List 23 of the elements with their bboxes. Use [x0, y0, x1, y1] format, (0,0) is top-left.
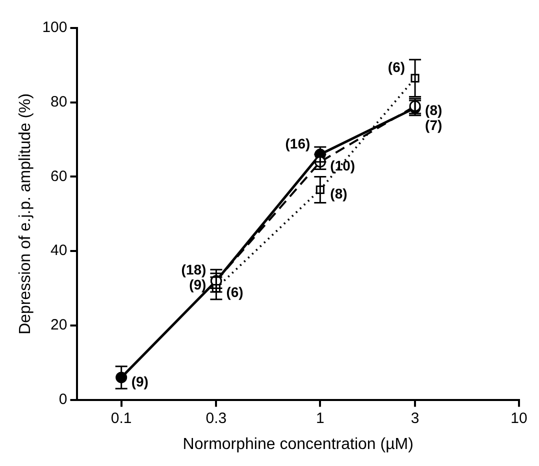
annotation: (8): [425, 102, 442, 118]
x-tick-label: 3: [410, 410, 420, 427]
x-tick-label: 1: [316, 410, 324, 427]
y-tick-label: 0: [58, 390, 68, 408]
y-axis-title: Depression of e.j.p. amplitude (%): [17, 93, 34, 334]
annotation: (6): [388, 59, 406, 76]
annotation: (16): [285, 135, 310, 152]
y-tick-label: 100: [42, 19, 68, 36]
y-tick-label: 60: [50, 168, 68, 185]
annotation: (9): [189, 276, 206, 293]
annotation: (18): [181, 262, 206, 278]
y-tick-label: 20: [50, 316, 68, 334]
x-tick-label: 10: [510, 410, 528, 427]
y-tick-label: 40: [50, 242, 68, 260]
annotation: (8): [330, 186, 348, 202]
annotation: (9): [131, 373, 148, 390]
x-axis-title: Normorphine concentration (µM): [182, 436, 414, 453]
x-tick-label: 0.3: [206, 410, 227, 427]
x-tick-label: 0.1: [110, 410, 132, 427]
y-tick-label: 80: [50, 94, 68, 110]
annotation: (6): [226, 284, 244, 300]
annotation: (10): [330, 158, 356, 174]
annotation: (7): [425, 116, 442, 133]
